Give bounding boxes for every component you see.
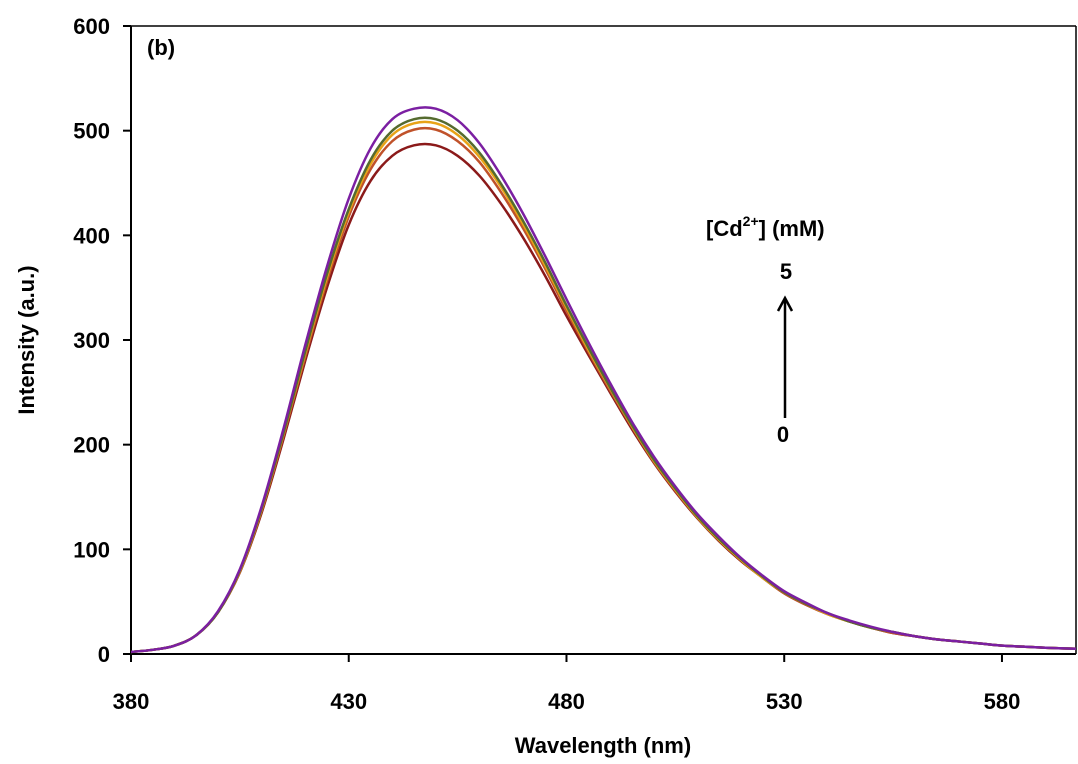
y-tick-label: 600	[73, 14, 110, 39]
series-line-2	[130, 120, 1077, 654]
y-tick-label: 100	[73, 537, 110, 562]
x-tick-label: 480	[548, 689, 585, 714]
annotation-label-tail: ] (mM)	[759, 216, 825, 241]
y-tick-label: 300	[73, 328, 110, 353]
axes	[130, 25, 1077, 655]
y-tick-label: 0	[98, 642, 110, 667]
y-tick-label: 400	[73, 223, 110, 248]
x-tick-label: 580	[984, 689, 1021, 714]
y-axis-title: Intensity (a.u.)	[14, 265, 39, 414]
x-tick-label: 380	[113, 689, 150, 714]
x-tick-label: 530	[766, 689, 803, 714]
annotation-arrow-head	[776, 295, 794, 312]
y-tick-label: 200	[73, 433, 110, 458]
annotation-bottom-value: 0	[777, 422, 789, 447]
series-line-4	[130, 106, 1077, 654]
annotation-top-value: 5	[780, 259, 792, 284]
y-tick-label: 500	[73, 119, 110, 144]
series-line-1	[130, 126, 1077, 654]
x-tick-label: 430	[330, 689, 367, 714]
series-line-0	[130, 142, 1077, 654]
y-ticks: 0 100 200 300 400 500 600	[73, 14, 131, 667]
annotation-label-sup: 2+	[743, 213, 759, 229]
annotation-label: [Cd2+] (mM)	[706, 213, 825, 241]
panel-label: (b)	[147, 35, 175, 60]
cd-concentration-annotation: [Cd2+] (mM) 5 0	[706, 213, 825, 447]
x-ticks: 380 430 480 530 580	[113, 654, 1021, 714]
series-line-3	[130, 116, 1077, 654]
annotation-label-main: [Cd	[706, 216, 743, 241]
series-group	[130, 106, 1077, 654]
x-axis-title: Wavelength (nm)	[515, 733, 691, 758]
